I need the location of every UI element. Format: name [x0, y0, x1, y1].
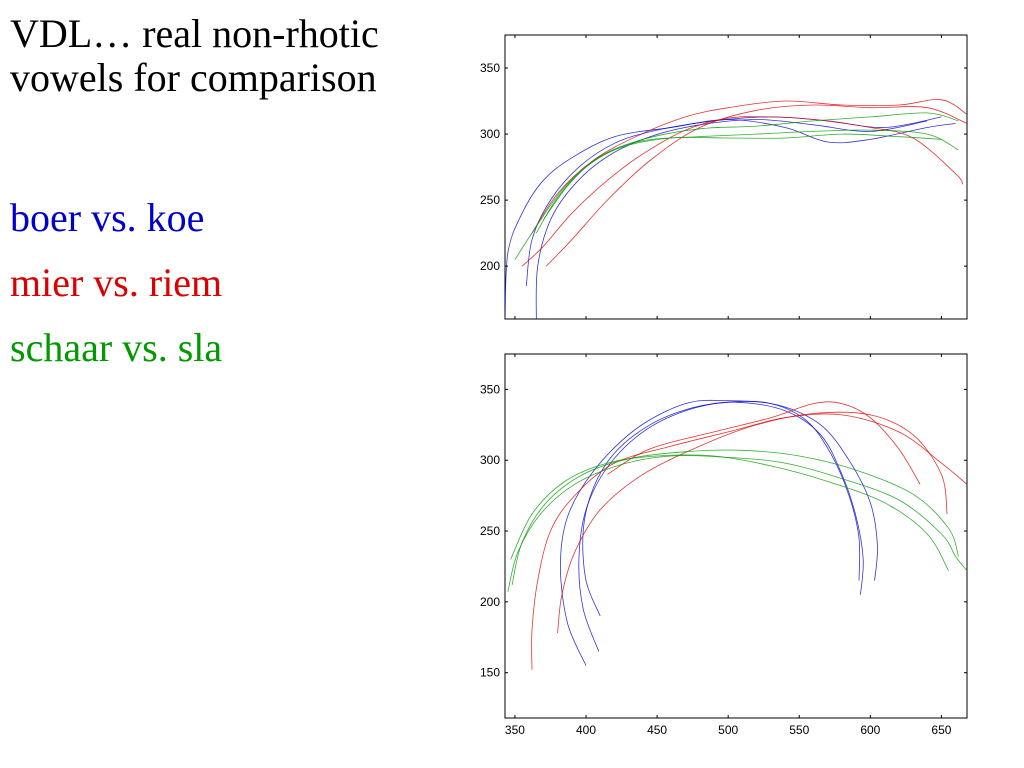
series-group [505, 99, 967, 319]
y-tick-label: 250 [480, 524, 500, 538]
series-line-9 [510, 454, 949, 571]
y-tick-label: 350 [480, 382, 500, 396]
x-tick-label: 600 [860, 723, 880, 737]
series-line-2 [525, 116, 942, 287]
series-line-5 [545, 104, 967, 267]
plot-frame [504, 34, 968, 320]
series-line-1 [505, 119, 956, 319]
series-line-1 [582, 401, 864, 617]
series-line-8 [511, 449, 959, 585]
legend: boer vs. koe mier vs. riem schaar vs. sl… [10, 196, 222, 391]
plot-panel-1: 200 250 300 350 [480, 34, 968, 320]
legend-item-schaar-sla: schaar vs. sla [10, 325, 223, 370]
series-line-5 [557, 411, 948, 634]
y-tick-label: 200 [480, 595, 500, 609]
series-line-4 [521, 116, 964, 267]
series-line-9 [543, 112, 959, 221]
y-tick-label: 300 [480, 453, 500, 467]
slide-title: VDL… real non-rhotic vowels for comparis… [10, 11, 379, 100]
series-line-3 [535, 119, 928, 319]
legend-item-mier-riem: mier vs. riem [10, 260, 223, 305]
series-line-4 [531, 413, 967, 670]
x-tick-label: 650 [931, 723, 951, 737]
x-tick-label: 450 [647, 723, 667, 737]
y-tick-label: 250 [480, 193, 500, 207]
plot-panel-2: 350 400 450 500 550 600 650 150 200 250 300 350 [480, 353, 968, 737]
series-line-3 [559, 399, 878, 666]
legend-item-boer-koe: boer vs. koe [10, 195, 205, 240]
series-line-2 [578, 400, 861, 652]
series-group [507, 399, 967, 670]
plots-container: 200 250 300 350 350 400 450 500 550 600 650 150 200 2… [470, 28, 990, 748]
series-line-7 [507, 455, 967, 592]
x-tick-label: 500 [718, 723, 738, 737]
series-line-8 [535, 133, 942, 234]
series-line-7 [514, 129, 959, 260]
series-line-6 [531, 99, 967, 234]
series-line-6 [607, 401, 921, 485]
y-tick-label: 350 [480, 61, 500, 75]
x-tick-label: 550 [789, 723, 809, 737]
y-tick-label: 150 [480, 666, 500, 680]
x-tick-label: 400 [576, 723, 596, 737]
plot-frame [504, 353, 968, 719]
x-tick-label: 350 [505, 723, 525, 737]
y-tick-label: 200 [480, 259, 500, 273]
y-tick-label: 300 [480, 127, 500, 141]
